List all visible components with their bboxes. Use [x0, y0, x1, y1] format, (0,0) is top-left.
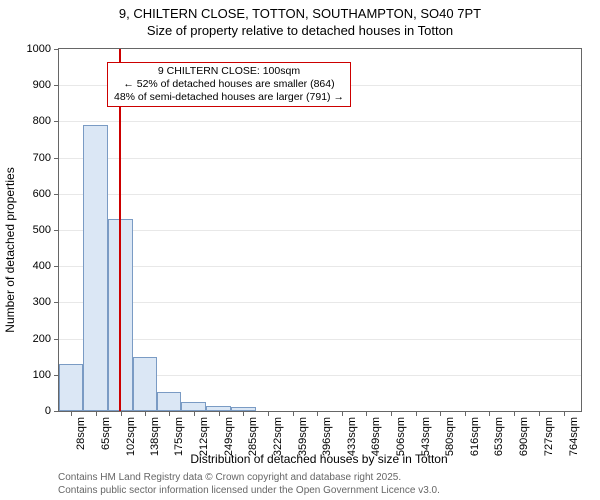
x-tick-label: 138sqm [149, 417, 161, 456]
y-tick-label: 400 [33, 260, 51, 272]
title-line-2: Size of property relative to detached ho… [0, 23, 600, 40]
x-tick [96, 411, 97, 416]
x-tick [293, 411, 294, 416]
y-tick [54, 49, 59, 50]
x-tick [514, 411, 515, 416]
y-tick-label: 1000 [27, 43, 51, 55]
x-tick [366, 411, 367, 416]
x-tick-label: 764sqm [568, 417, 580, 456]
grid-line [59, 339, 581, 340]
grid-line [59, 266, 581, 267]
y-tick-label: 0 [45, 405, 51, 417]
x-tick-label: 285sqm [247, 417, 259, 456]
x-tick [539, 411, 540, 416]
y-tick-label: 200 [33, 333, 51, 345]
title-line-1: 9, CHILTERN CLOSE, TOTTON, SOUTHAMPTON, … [0, 6, 600, 23]
x-tick [342, 411, 343, 416]
title-block: 9, CHILTERN CLOSE, TOTTON, SOUTHAMPTON, … [0, 0, 600, 40]
x-tick-label: 506sqm [395, 417, 407, 456]
x-tick-label: 322sqm [272, 417, 284, 456]
y-tick-label: 300 [33, 296, 51, 308]
y-tick-label: 800 [33, 115, 51, 127]
x-tick [564, 411, 565, 416]
x-tick-label: 212sqm [198, 417, 210, 456]
annotation-box: 9 CHILTERN CLOSE: 100sqm ← 52% of detach… [107, 62, 351, 107]
x-tick-label: 359sqm [297, 417, 309, 456]
x-tick [465, 411, 466, 416]
grid-line [59, 158, 581, 159]
x-tick-label: 580sqm [444, 417, 456, 456]
x-tick [416, 411, 417, 416]
y-tick [54, 121, 59, 122]
annotation-line-3: 48% of semi-detached houses are larger (… [114, 91, 344, 104]
x-tick-label: 65sqm [100, 417, 112, 450]
x-tick-label: 249sqm [223, 417, 235, 456]
y-tick-label: 600 [33, 188, 51, 200]
x-tick [71, 411, 72, 416]
grid-line [59, 121, 581, 122]
x-tick-label: 543sqm [420, 417, 432, 456]
x-tick [243, 411, 244, 416]
footer-line-1: Contains HM Land Registry data © Crown c… [58, 472, 440, 485]
y-tick-label: 500 [33, 224, 51, 236]
y-axis-title: Number of detached properties [3, 167, 17, 332]
x-tick [391, 411, 392, 416]
x-tick-label: 175sqm [173, 417, 185, 456]
x-tick-label: 469sqm [370, 417, 382, 456]
y-tick-label: 700 [33, 152, 51, 164]
histogram-bar [133, 357, 158, 411]
x-tick [489, 411, 490, 416]
annotation-line-1: 9 CHILTERN CLOSE: 100sqm [114, 65, 344, 78]
y-tick [54, 85, 59, 86]
y-tick-label: 900 [33, 79, 51, 91]
x-tick-label: 653sqm [493, 417, 505, 456]
y-tick [54, 411, 59, 412]
footer-line-2: Contains public sector information licen… [58, 485, 440, 498]
y-tick [54, 302, 59, 303]
x-tick-label: 102sqm [125, 417, 137, 456]
x-tick [169, 411, 170, 416]
y-tick-label: 100 [33, 369, 51, 381]
x-tick-label: 690sqm [518, 417, 530, 456]
y-tick [54, 194, 59, 195]
x-tick-label: 396sqm [321, 417, 333, 456]
grid-line [59, 194, 581, 195]
histogram-bar [181, 402, 206, 411]
y-tick [54, 266, 59, 267]
grid-line [59, 230, 581, 231]
x-tick [121, 411, 122, 416]
x-tick [145, 411, 146, 416]
y-tick [54, 158, 59, 159]
x-tick [219, 411, 220, 416]
x-tick-label: 616sqm [469, 417, 481, 456]
footer: Contains HM Land Registry data © Crown c… [58, 472, 440, 497]
x-tick-label: 28sqm [75, 417, 87, 450]
plot-area: 0100200300400500600700800900100028sqm65s… [58, 48, 582, 412]
histogram-bar [59, 364, 83, 411]
x-tick [268, 411, 269, 416]
x-tick [194, 411, 195, 416]
x-tick [440, 411, 441, 416]
chart-container: 9, CHILTERN CLOSE, TOTTON, SOUTHAMPTON, … [0, 0, 600, 500]
x-axis-title: Distribution of detached houses by size … [58, 452, 580, 466]
y-tick [54, 339, 59, 340]
x-tick-label: 727sqm [543, 417, 555, 456]
annotation-line-2: ← 52% of detached houses are smaller (86… [114, 78, 344, 91]
x-tick-label: 433sqm [346, 417, 358, 456]
histogram-bar [83, 125, 108, 411]
histogram-bar [157, 392, 181, 411]
x-tick [317, 411, 318, 416]
grid-line [59, 302, 581, 303]
y-tick [54, 230, 59, 231]
